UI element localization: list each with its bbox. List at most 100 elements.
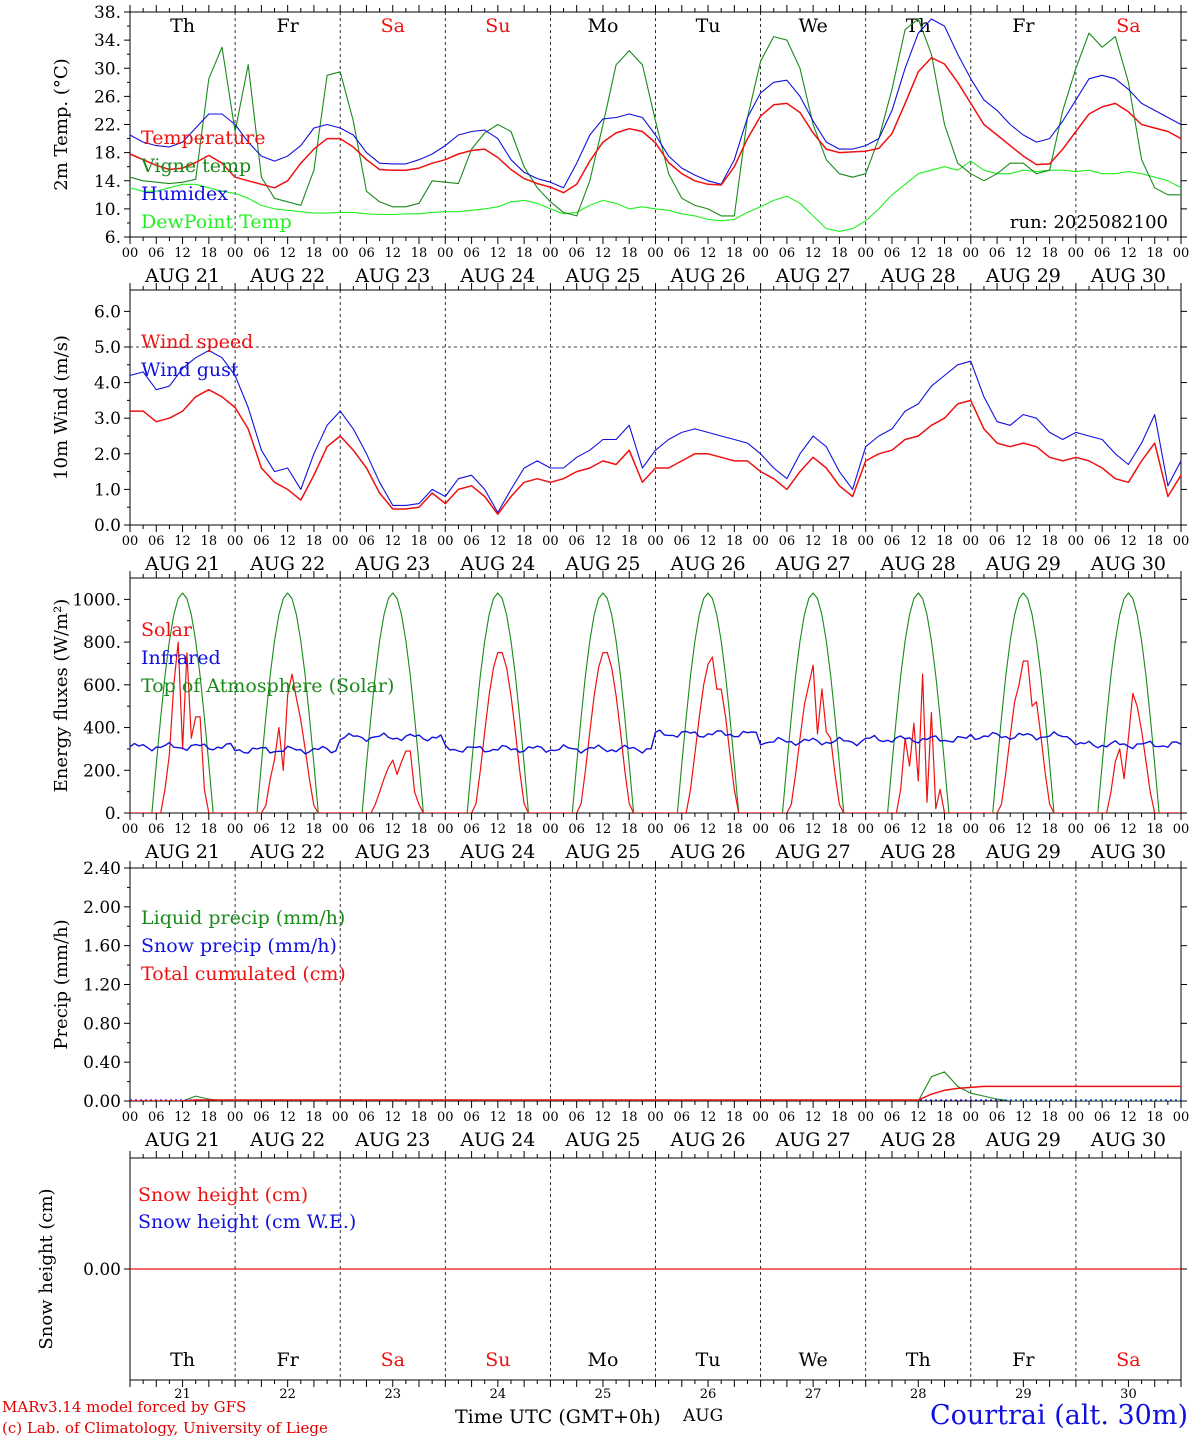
hour-tick-label: 18 [1146,534,1163,549]
hour-tick-label: 18 [411,1110,428,1125]
hour-tick-label: 12 [595,534,612,549]
hour-tick-label: 12 [595,822,612,837]
date-label: AUG 30 [1090,1129,1166,1151]
hour-tick-label: 18 [516,246,533,261]
weekday-label: Sa [381,15,405,37]
hour-tick-label: 18 [621,822,638,837]
hour-tick-label: 18 [201,822,218,837]
legend-top-of-atmosphere-solar-: Top of Atmosphere (Solar) [141,675,394,697]
y-tick-label: 0.40 [83,1053,121,1073]
hour-tick-label: 00 [647,246,664,261]
date-label: AUG 28 [880,553,956,575]
date-label: AUG 23 [354,841,430,863]
date-label: AUG 25 [564,553,640,575]
hour-tick-label: 00 [542,534,559,549]
hour-tick-label: 00 [963,822,980,837]
panel-5: 0.00 Snow height (cm) Th Fr Sa Su Mo Tu We Th Fr Sa… [36,1151,1187,1402]
day-number-label: 30 [1120,1387,1137,1402]
hour-tick-label: 00 [332,534,349,549]
hour-tick-label: 18 [306,246,323,261]
y-tick-label: 400. [83,719,121,739]
hour-tick-label: 18 [936,822,953,837]
hour-tick-label: 18 [411,246,428,261]
y-tick-label: 3.0 [94,409,121,429]
hour-tick-label: 12 [490,822,507,837]
weekday-label: Th [906,15,931,37]
date-label: AUG 25 [564,265,640,287]
hour-tick-label: 12 [174,534,191,549]
hour-tick-label: 18 [936,534,953,549]
hour-tick-label: 12 [174,246,191,261]
hour-tick-label: 00 [1068,1110,1085,1125]
y-tick-label: 4.0 [94,374,121,394]
date-label: AUG 26 [669,1129,745,1151]
hour-tick-label: 00 [647,534,664,549]
hour-tick-label: 06 [989,534,1006,549]
hour-tick-label: 06 [568,534,585,549]
y-tick-label: 0.0 [94,516,121,536]
date-label: AUG 28 [880,1129,956,1151]
date-label: AUG 29 [985,841,1061,863]
hour-tick-label: 18 [306,1110,323,1125]
hour-tick-label: 18 [831,246,848,261]
y-tick-label: 1.0 [94,480,121,500]
hour-tick-label: 12 [490,534,507,549]
plot-frame [129,11,1182,238]
hour-tick-label: 12 [910,1110,927,1125]
y-tick-label: 26. [94,87,121,107]
weekday-label: Fr [277,1349,300,1371]
date-label: AUG 28 [880,265,956,287]
total-cumulated-cm--line [130,1085,1181,1101]
day-number-label: 28 [910,1387,927,1402]
hour-tick-label: 06 [358,822,375,837]
date-label: AUG 25 [564,841,640,863]
y-tick-label: 2.00 [83,898,121,918]
y-axis-label: Precip (mm/h) [51,919,72,1049]
hour-tick-label: 12 [490,246,507,261]
hour-tick-label: 06 [253,246,270,261]
weekday-label: Th [170,1349,195,1371]
legend-dewpoint-temp: DewPoint Temp [141,211,292,233]
y-tick-label: 200. [83,761,121,781]
hour-tick-label: 12 [700,246,717,261]
hour-tick-label: 06 [253,822,270,837]
run-label: run: 2025082100 [1010,212,1168,233]
hour-tick-label: 06 [989,246,1006,261]
hour-tick-label: 18 [201,246,218,261]
panel-4: 0.00 0.40 0.80 1.20 1.60 2.00 2.40 Precip (mm/h… [51,859,1189,1151]
hour-tick-label: 18 [516,1110,533,1125]
weekday-label: Sa [381,1349,405,1371]
date-label: AUG 22 [249,1129,325,1151]
y-axis-label: Energy fluxes (W/m²) [51,599,72,793]
hour-tick-label: 00 [857,534,874,549]
date-label: AUG 27 [775,553,851,575]
hour-tick-label: 12 [279,1110,296,1125]
hour-tick-label: 06 [253,1110,270,1125]
hour-tick-label: 18 [726,822,743,837]
hour-tick-label: 18 [831,822,848,837]
hour-tick-label: 18 [1041,246,1058,261]
series-group [130,1071,1181,1101]
day-number-label: 25 [595,1387,612,1402]
hour-tick-label: 12 [279,822,296,837]
hour-tick-label: 06 [884,822,901,837]
hour-tick-label: 12 [1015,822,1032,837]
legend-infrared: Infrared [141,647,221,669]
hour-tick-label: 12 [910,534,927,549]
legend-wind-speed: Wind speed [141,331,253,353]
date-label: AUG 24 [459,1129,535,1151]
hour-tick-label: 18 [306,534,323,549]
weekday-label: Mo [587,1349,618,1371]
day-number-label: 26 [700,1387,717,1402]
hour-tick-label: 06 [674,822,691,837]
solar-line [130,641,1181,813]
hour-tick-label: 00 [963,1110,980,1125]
wind-gust-line [130,349,1181,514]
date-label: AUG 24 [459,265,535,287]
hour-tick-label: 06 [989,1110,1006,1125]
hour-tick-label: 06 [1094,246,1111,261]
day-number-label: 27 [805,1387,822,1402]
date-label: AUG 21 [144,1129,220,1151]
humidex-line [130,18,1181,189]
date-label: AUG 25 [564,1129,640,1151]
